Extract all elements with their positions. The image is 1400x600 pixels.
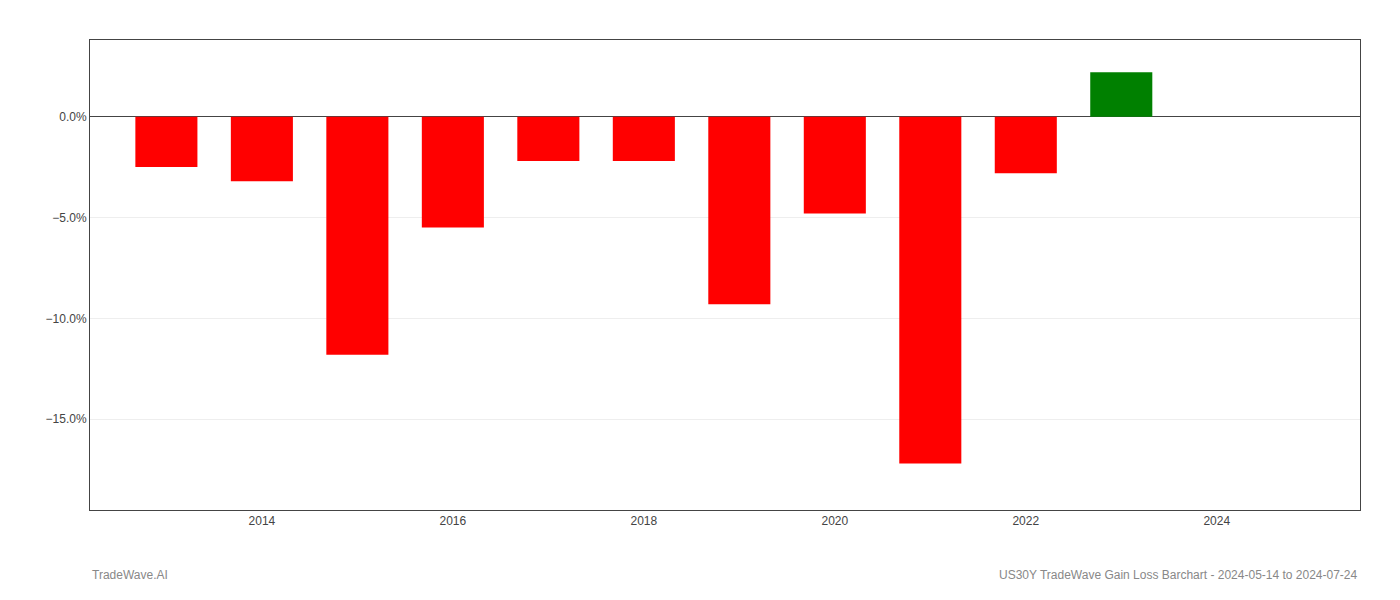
svg-text:2020: 2020: [821, 514, 848, 528]
svg-text:0.0%: 0.0%: [59, 110, 87, 124]
svg-text:TradeWave.AI: TradeWave.AI: [92, 568, 168, 582]
svg-text:−10.0%: −10.0%: [46, 312, 87, 326]
svg-text:2014: 2014: [249, 514, 276, 528]
svg-text:−15.0%: −15.0%: [46, 412, 87, 426]
svg-text:2022: 2022: [1012, 514, 1039, 528]
svg-text:US30Y TradeWave Gain Loss Barc: US30Y TradeWave Gain Loss Barchart - 202…: [999, 568, 1358, 582]
svg-text:2024: 2024: [1203, 514, 1230, 528]
svg-text:2018: 2018: [630, 514, 657, 528]
svg-text:−5.0%: −5.0%: [52, 211, 87, 225]
svg-text:2016: 2016: [440, 514, 467, 528]
